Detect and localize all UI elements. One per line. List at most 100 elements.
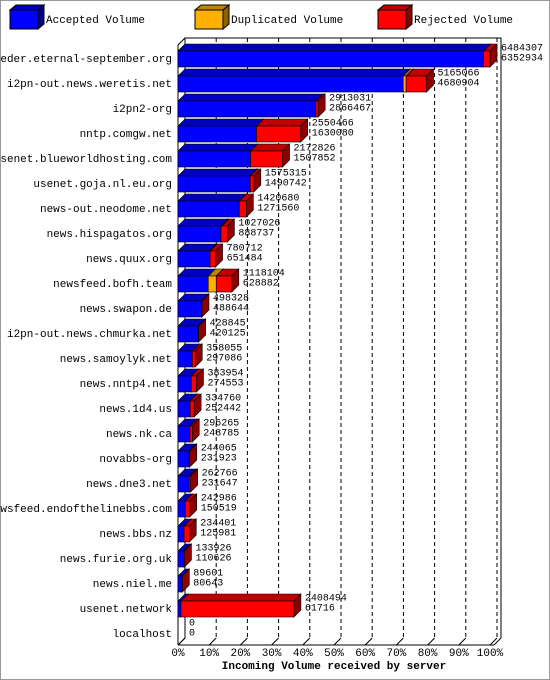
y-tick-label: news.1d4.us [99, 404, 172, 416]
legend-swatch [9, 9, 39, 30]
accepted-label: 231923 [201, 454, 237, 465]
bar-segment [177, 475, 190, 493]
bar-top-face [177, 93, 324, 102]
x-tick-label: 30% [262, 648, 282, 660]
accepted-label: 80643 [193, 579, 223, 590]
x-tick-label: 80% [418, 648, 438, 660]
total-label: 296265 [203, 419, 239, 430]
total-label: 428845 [210, 319, 246, 330]
bar-segment [177, 225, 222, 243]
total-label: 2550466 [312, 119, 354, 130]
bar-top-face [177, 118, 265, 127]
bar-segment [188, 475, 191, 493]
accepted-label: 488644 [213, 304, 249, 315]
bar-segment [177, 600, 182, 618]
bar-segment [183, 525, 190, 543]
total-label: 5165066 [438, 69, 480, 80]
bar-top-face [177, 168, 258, 177]
tick-mark [364, 637, 373, 646]
legend-swatch-side [37, 3, 45, 31]
y-tick-label: i2pn2-org [113, 104, 172, 116]
tick-mark [302, 637, 311, 646]
legend-swatch-side [222, 3, 230, 31]
total-label: 262766 [202, 469, 238, 480]
tick-mark [177, 637, 186, 646]
x-tick-label: 20% [230, 648, 250, 660]
y-tick-label: news.nntp4.net [80, 379, 172, 391]
accepted-label: 1507852 [294, 154, 336, 165]
bar-segment [177, 400, 191, 418]
total-label: 1118104 [243, 269, 285, 280]
x-tick-label: 70% [386, 648, 406, 660]
legend-swatch [194, 9, 224, 30]
y-tick-label: news.bbs.nz [99, 529, 172, 541]
y-tick-label: newsfeed.bofh.team [53, 279, 172, 291]
tick-mark [208, 637, 217, 646]
bar-segment [238, 200, 247, 218]
total-label: 133926 [195, 544, 231, 555]
y-tick-label: news.niel.me [93, 579, 172, 591]
bar-segment [256, 125, 302, 143]
bar-segment [177, 75, 404, 93]
y-tick-label: news.swapon.de [80, 304, 172, 316]
accepted-label: 252442 [205, 404, 241, 415]
y-tick-label: usenet.goja.nl.eu.org [33, 179, 172, 191]
bar-segment [177, 100, 317, 118]
tick-mark [271, 637, 279, 646]
bar-segment [249, 175, 255, 193]
y-tick-label: i2pn-out.news.weretis.net [7, 79, 172, 91]
bar-segment [180, 600, 295, 618]
y-tick-label: news.furie.org.uk [60, 554, 173, 566]
legend-label: Accepted Volume [46, 15, 145, 27]
tick-mark [333, 637, 342, 646]
y-tick-label: news.samoylyk.net [60, 354, 172, 366]
accepted-label: 2866467 [329, 104, 371, 115]
y-tick-label: newsfeed.endofthelinebbs.com [0, 504, 172, 516]
accepted-label: 110626 [195, 554, 231, 565]
accepted-label: 297086 [206, 354, 242, 365]
bar-segment [483, 50, 491, 68]
bar-segment [177, 175, 251, 193]
bar-segment [177, 300, 202, 318]
x-tick-label: 50% [324, 648, 344, 660]
legend-swatch [377, 9, 407, 30]
y-tick-label: nntp.comgw.net [80, 129, 172, 141]
bar-segment [190, 375, 197, 393]
y-tick-label: novabbs-org [99, 454, 172, 466]
bar-segment [183, 550, 185, 568]
bar-top-face [177, 193, 247, 202]
accepted-label: 231647 [202, 479, 238, 490]
x-tick-label: 10% [199, 648, 219, 660]
bar-segment [405, 75, 427, 93]
accepted-label: 628882 [243, 279, 279, 290]
total-label: 244065 [201, 444, 237, 455]
total-label: 383954 [207, 369, 243, 380]
tick-mark [489, 637, 498, 646]
bar-segment [215, 275, 233, 293]
bar-top-face [255, 118, 309, 127]
y-tick-label: news.hispagatos.org [47, 229, 172, 241]
total-label: 2913031 [329, 94, 371, 105]
bar-segment [402, 75, 407, 93]
bar-segment [221, 225, 228, 243]
bar-segment [177, 350, 193, 368]
accepted-label: 4680904 [438, 79, 480, 90]
total-label: 2172826 [294, 144, 336, 155]
axis-depth [177, 37, 186, 46]
bar-top-face [177, 218, 229, 227]
x-tick-label: 100% [477, 648, 504, 660]
total-label: 234401 [200, 519, 236, 530]
tick-mark [396, 637, 404, 646]
total-label: 334760 [205, 394, 241, 405]
y-tick-label: i2pn-out.news.chmurka.net [7, 329, 172, 341]
legend-label: Duplicated Volume [231, 15, 343, 27]
bar-segment [177, 50, 484, 68]
legend-swatch-side [405, 3, 413, 31]
bar-top-face [177, 43, 492, 52]
total-label: 2408494 [305, 594, 347, 605]
accepted-label: 1630080 [312, 129, 354, 140]
accepted-label: 274553 [207, 379, 243, 390]
accepted-label: 0 [189, 629, 195, 640]
y-tick-label: feeder.eternal-september.org [0, 54, 172, 66]
